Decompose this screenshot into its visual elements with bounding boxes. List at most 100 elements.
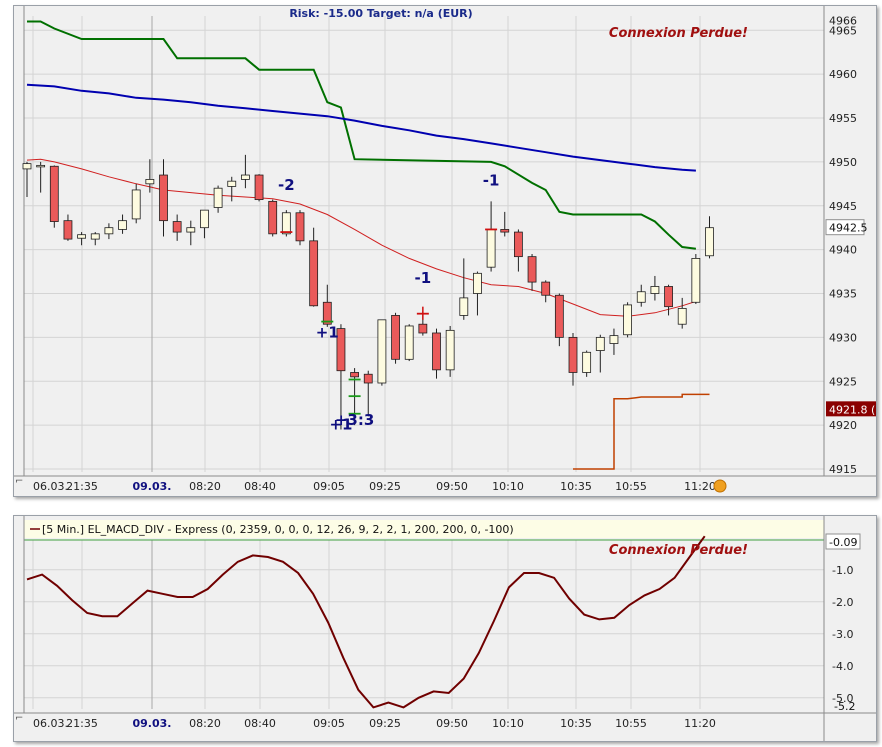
- price-chart[interactable]: 4915 4920 4925 4930 4935 4940 4945 4950 4955 4960…: [14, 6, 876, 496]
- scroll-handle-icon[interactable]: ⌐: [15, 476, 23, 487]
- candle[interactable]: [145, 159, 155, 193]
- candle[interactable]: [636, 284, 646, 307]
- candle-body: [432, 332, 441, 371]
- candle-body: [582, 351, 592, 373]
- candle-body: [281, 212, 291, 235]
- candle-body: [350, 372, 360, 378]
- candle-body: [404, 325, 414, 360]
- candle[interactable]: [159, 159, 168, 237]
- y-tick-label: 4945: [829, 200, 857, 213]
- candle[interactable]: [63, 214, 73, 241]
- x-tick-label: 09:25: [369, 717, 401, 730]
- candle-body: [609, 335, 619, 344]
- candle[interactable]: [391, 312, 400, 364]
- candle[interactable]: [254, 174, 264, 202]
- candle[interactable]: [664, 284, 673, 316]
- x-tick-label: 09:25: [369, 480, 401, 493]
- candle-body: [459, 297, 469, 316]
- scroll-handle-icon[interactable]: ⌐: [15, 713, 23, 724]
- stop-level-tag: [826, 401, 876, 417]
- candle[interactable]: [541, 280, 551, 303]
- y-tick-label: 4915: [829, 463, 857, 476]
- x-tick-label: 10:35: [560, 480, 592, 493]
- candle[interactable]: [240, 154, 250, 189]
- candle[interactable]: [554, 293, 564, 347]
- candle-body: [186, 227, 196, 233]
- candle[interactable]: [527, 254, 537, 291]
- candle[interactable]: [295, 210, 305, 246]
- candle[interactable]: [623, 302, 632, 338]
- candle[interactable]: [322, 284, 332, 327]
- macd-chart[interactable]: [5 Min.] EL_MACD_DIV - Express (0, 2359,…: [14, 516, 876, 741]
- x-tick-label: 11:20: [684, 480, 716, 493]
- candle[interactable]: [363, 370, 373, 417]
- candle[interactable]: [377, 319, 387, 386]
- candle-body: [623, 304, 632, 336]
- candle[interactable]: [595, 334, 605, 373]
- candle[interactable]: [705, 216, 714, 259]
- position-annotation: -1: [415, 269, 432, 287]
- candle[interactable]: [77, 232, 86, 246]
- x-tick-label: 10:10: [492, 480, 524, 493]
- candle[interactable]: [309, 227, 319, 307]
- candle-body: [268, 200, 278, 235]
- candle[interactable]: [268, 199, 278, 237]
- candle[interactable]: [500, 211, 510, 237]
- candle-body: [473, 272, 482, 294]
- candle[interactable]: [609, 328, 619, 355]
- candle[interactable]: [568, 332, 578, 386]
- candle[interactable]: [186, 220, 196, 246]
- candle-body: [213, 187, 223, 208]
- position-annotation: -1: [483, 172, 500, 190]
- candle[interactable]: [131, 183, 141, 224]
- position-annotation: +1: [329, 416, 352, 434]
- candle[interactable]: [486, 201, 496, 272]
- price-chart-panel: 4915 4920 4925 4930 4935 4940 4945 4950 4955 4960…: [13, 5, 877, 497]
- candle-body: [336, 328, 346, 372]
- last-price-value: 4942.5: [829, 222, 868, 235]
- candle[interactable]: [227, 176, 237, 202]
- candle[interactable]: [513, 229, 523, 272]
- clock-icon[interactable]: [713, 479, 727, 493]
- x-tick-label: 06.03.: [33, 480, 68, 493]
- candle[interactable]: [200, 209, 209, 239]
- candle-body: [240, 174, 250, 180]
- candle[interactable]: [22, 161, 32, 197]
- candle[interactable]: [404, 324, 414, 362]
- candle[interactable]: [336, 324, 346, 430]
- candle-body: [595, 336, 605, 351]
- candle[interactable]: [459, 258, 469, 320]
- indicator-header-bar: [24, 520, 824, 538]
- candle-body: [77, 234, 86, 239]
- candle[interactable]: [691, 254, 701, 305]
- candle[interactable]: [445, 325, 455, 377]
- x-tick-label: 11:20: [684, 717, 716, 730]
- candle-body: [322, 301, 332, 325]
- macd-value: -0.09: [829, 536, 857, 549]
- candle[interactable]: [90, 232, 100, 246]
- last-price-tag: [825, 219, 865, 236]
- y-axis-labels: -1.0 -2.0 -3.0 -4.0 -5.0: [832, 564, 853, 705]
- candle[interactable]: [104, 223, 114, 240]
- y-axis-labels: 4915 4920 4925 4930 4935 4940 4945 4950 4955 4960…: [829, 14, 857, 476]
- candle[interactable]: [172, 214, 182, 241]
- candle[interactable]: [213, 185, 223, 213]
- candle-body: [363, 373, 373, 384]
- candle[interactable]: [473, 271, 482, 316]
- candle[interactable]: [36, 161, 46, 193]
- candle[interactable]: [432, 328, 441, 379]
- position-annotation: -2: [278, 176, 295, 194]
- y-tick-label: 4955: [829, 112, 857, 125]
- y-tick-label: 4966: [829, 14, 857, 27]
- candle[interactable]: [650, 275, 660, 301]
- x-axis-labels: 06.03.21:35 09.03. 08:20 08:40 09:05 09:25 09:…: [33, 480, 716, 493]
- candle[interactable]: [49, 165, 59, 228]
- candle-body: [568, 336, 578, 373]
- candle-body: [104, 227, 114, 235]
- candle[interactable]: [677, 297, 687, 329]
- candle-body: [159, 174, 168, 222]
- candle-body: [145, 179, 155, 185]
- candle[interactable]: [118, 214, 127, 234]
- candle[interactable]: [582, 350, 592, 377]
- candle-body: [227, 180, 237, 187]
